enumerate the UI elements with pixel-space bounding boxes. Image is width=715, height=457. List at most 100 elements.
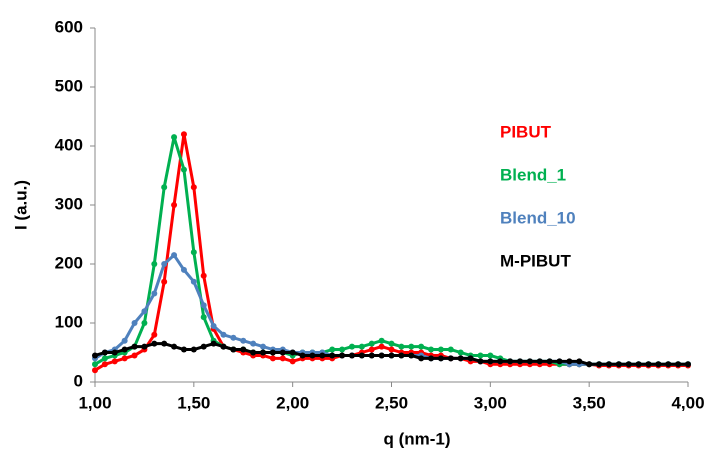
data-point xyxy=(378,337,385,344)
data-point xyxy=(299,352,306,359)
data-point xyxy=(161,184,168,191)
data-point xyxy=(605,361,612,368)
data-point xyxy=(358,343,365,350)
data-point xyxy=(467,355,474,362)
data-point xyxy=(388,346,395,353)
data-point xyxy=(151,290,158,297)
data-point xyxy=(645,361,652,368)
data-point xyxy=(121,337,128,344)
x-tick-label: 4,00 xyxy=(671,393,704,412)
data-point xyxy=(260,349,267,356)
data-point xyxy=(665,361,672,368)
data-point xyxy=(289,349,296,356)
data-point xyxy=(200,343,207,350)
data-point xyxy=(625,361,632,368)
data-point xyxy=(586,361,593,368)
data-point xyxy=(131,343,138,350)
data-point xyxy=(457,349,464,356)
data-point xyxy=(329,346,336,353)
data-point xyxy=(230,334,237,341)
data-point xyxy=(141,320,148,326)
data-point xyxy=(477,352,484,359)
data-point xyxy=(111,349,118,356)
data-point xyxy=(111,358,118,365)
data-point xyxy=(200,314,207,321)
data-point xyxy=(220,343,227,350)
data-point xyxy=(131,352,138,359)
data-point xyxy=(269,349,276,356)
data-point xyxy=(615,361,622,368)
x-tick-label: 3,00 xyxy=(474,393,507,412)
data-point xyxy=(536,358,543,365)
data-point xyxy=(388,352,395,359)
data-point xyxy=(516,358,523,365)
data-point xyxy=(319,352,326,359)
data-point xyxy=(348,343,355,350)
legend-entry: Blend_10 xyxy=(500,208,576,227)
data-point xyxy=(378,352,385,359)
x-tick-label: 1,00 xyxy=(78,393,111,412)
data-point xyxy=(131,320,138,326)
data-point xyxy=(171,134,178,141)
data-point xyxy=(566,358,573,365)
data-point xyxy=(121,346,128,353)
y-axis-title: I (a.u.) xyxy=(11,180,30,230)
data-point xyxy=(408,343,415,350)
data-point xyxy=(418,355,425,362)
data-point xyxy=(240,337,247,344)
data-point xyxy=(240,346,247,353)
data-point xyxy=(141,343,148,350)
data-point xyxy=(92,352,98,359)
data-point xyxy=(180,166,187,173)
legend-entry: M-PIBUT xyxy=(500,251,571,270)
data-point xyxy=(655,361,662,368)
data-point xyxy=(477,358,484,365)
data-point xyxy=(358,352,365,359)
data-point xyxy=(447,355,454,362)
data-point xyxy=(437,355,444,362)
y-tick-label: 200 xyxy=(55,253,83,272)
data-point xyxy=(180,346,187,353)
data-point xyxy=(190,278,197,285)
data-point xyxy=(200,272,207,279)
data-point xyxy=(378,343,385,350)
data-point xyxy=(507,358,514,365)
y-tick-label: 400 xyxy=(55,135,83,154)
data-point xyxy=(428,346,435,353)
data-point xyxy=(171,252,178,259)
data-point xyxy=(190,184,197,191)
data-point xyxy=(447,346,454,353)
data-point xyxy=(398,343,405,350)
data-point xyxy=(418,343,425,350)
x-axis-title: q (nm-1) xyxy=(383,429,450,448)
data-point xyxy=(230,346,237,353)
data-point xyxy=(428,355,435,362)
data-point xyxy=(151,331,158,338)
x-tick-label: 2,50 xyxy=(375,393,408,412)
data-point xyxy=(180,266,187,273)
data-point xyxy=(329,352,336,359)
data-point xyxy=(151,340,158,347)
data-point xyxy=(546,358,553,365)
data-point xyxy=(576,358,583,365)
data-point xyxy=(190,346,197,353)
data-point xyxy=(250,349,257,356)
data-point xyxy=(526,358,533,365)
data-point xyxy=(121,355,128,362)
data-point xyxy=(487,352,494,359)
data-point xyxy=(339,346,346,353)
x-tick-label: 2,00 xyxy=(276,393,309,412)
data-point xyxy=(210,340,217,347)
data-point xyxy=(101,361,108,368)
data-point xyxy=(171,202,178,208)
data-point xyxy=(596,361,603,368)
data-point xyxy=(339,352,346,359)
legend-entry: PIBUT xyxy=(500,122,552,141)
data-point xyxy=(279,355,286,362)
data-point xyxy=(685,361,691,368)
data-point xyxy=(161,278,168,285)
data-point xyxy=(309,352,316,359)
data-point xyxy=(289,358,296,365)
data-point xyxy=(398,352,405,359)
